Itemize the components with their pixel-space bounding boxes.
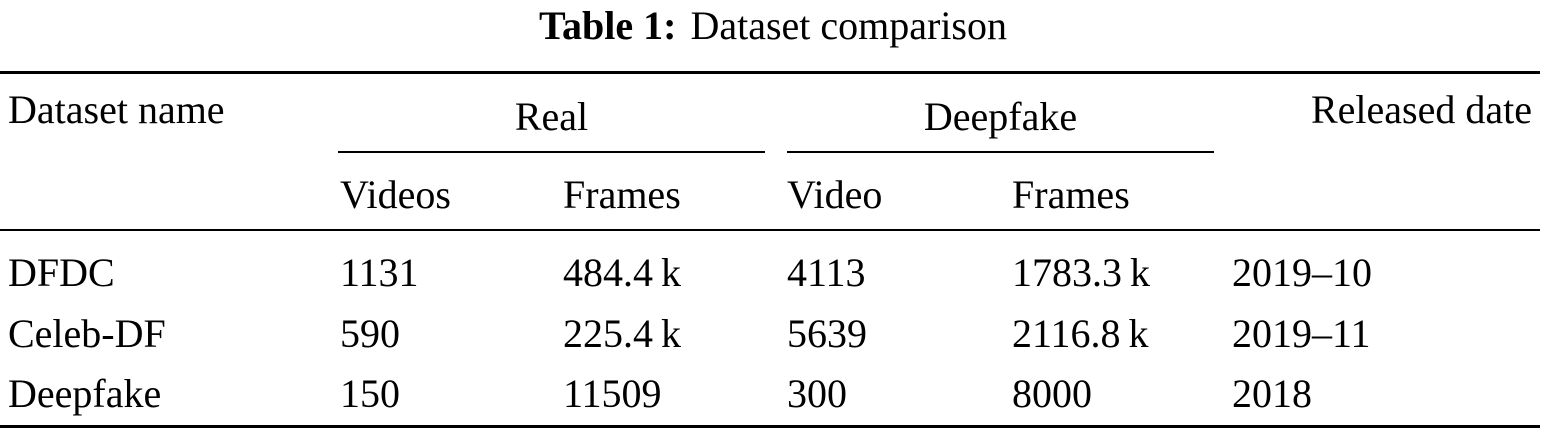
cell-real-frames: 484.4 k xyxy=(563,250,682,295)
cell-real-videos: 1131 xyxy=(340,250,419,295)
cell-released-date: 2018 xyxy=(1232,371,1312,416)
header-released-date: Released date xyxy=(1311,87,1532,132)
cell-real-frames: 225.4 k xyxy=(563,311,682,356)
subheader-deepfake-frames: Frames xyxy=(1012,172,1130,217)
subheader-deepfake-video: Video xyxy=(787,172,883,217)
cell-real-videos: 150 xyxy=(340,371,400,416)
cmidrule-real xyxy=(338,151,765,153)
mid-rule xyxy=(0,229,1540,231)
cell-dataset: DFDC xyxy=(8,250,115,295)
header-real: Real xyxy=(514,94,589,139)
table-caption: Table 1: Dataset comparison xyxy=(0,6,1546,46)
subheader-real-videos: Videos xyxy=(340,172,451,217)
cell-real-videos: 590 xyxy=(340,311,400,356)
cell-deepfake-frames: 2116.8 k xyxy=(1012,311,1149,356)
caption-text: Dataset comparison xyxy=(690,3,1007,48)
cell-deepfake-frames: 8000 xyxy=(1012,371,1092,416)
cell-deepfake-videos: 4113 xyxy=(787,250,866,295)
cell-released-date: 2019–11 xyxy=(1232,311,1371,356)
bottom-rule xyxy=(0,425,1540,428)
cell-dataset: Celeb-DF xyxy=(8,311,166,356)
cmidrule-deepfake xyxy=(787,151,1214,153)
header-deepfake: Deepfake xyxy=(923,94,1078,139)
top-rule xyxy=(0,71,1540,74)
cell-real-frames: 11509 xyxy=(563,371,662,416)
cell-dataset: Deepfake xyxy=(8,371,162,416)
cell-deepfake-videos: 300 xyxy=(787,371,847,416)
cell-released-date: 2019–10 xyxy=(1232,250,1372,295)
subheader-real-frames: Frames xyxy=(563,172,681,217)
caption-label: Table 1: xyxy=(538,3,677,48)
header-dataset-name: Dataset name xyxy=(8,87,225,132)
cell-deepfake-frames: 1783.3 k xyxy=(1012,250,1151,295)
cell-deepfake-videos: 5639 xyxy=(787,311,867,356)
